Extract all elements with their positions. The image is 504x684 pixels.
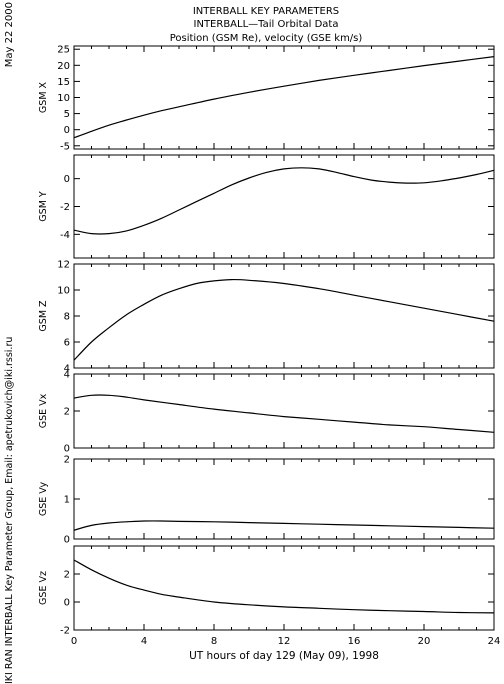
y-tick-label: 4 bbox=[64, 370, 70, 381]
panel-4: 0 1 2 GSE Vy bbox=[38, 455, 495, 546]
panel-frame bbox=[73, 373, 495, 449]
y-tick-label: 25 bbox=[57, 45, 70, 56]
title-line-2: INTERBALL—Tail Orbital Data bbox=[194, 19, 339, 30]
x-tick-label: 20 bbox=[418, 636, 431, 647]
y-axis-label: GSE Vy bbox=[38, 481, 49, 516]
y-tick-label: 12 bbox=[57, 260, 70, 271]
series-line-gse-vz bbox=[73, 559, 495, 614]
y-tick-label: 10 bbox=[57, 93, 70, 104]
y-tick-label: 10 bbox=[57, 286, 70, 297]
y-tick-label: 0 bbox=[64, 598, 70, 609]
series-line-gse-vy bbox=[73, 520, 495, 531]
x-axis-label: UT hours of day 129 (May 09), 1998 bbox=[189, 650, 379, 662]
panel-3: 0 2 4 GSE Vx bbox=[38, 370, 495, 455]
y-tick-label: 5 bbox=[64, 109, 70, 120]
date-label: May 22 2000 bbox=[4, 2, 15, 67]
title-line-1: INTERBALL KEY PARAMETERS bbox=[193, 6, 339, 17]
credit-label: IKI RAN INTERBALL Key Parameter Group, E… bbox=[4, 337, 15, 684]
title-line-3: Position (GSM Re), velocity (GSE km/s) bbox=[170, 33, 363, 44]
panel-frame bbox=[73, 263, 495, 369]
y-axis-label: GSE Vz bbox=[38, 571, 49, 605]
panel-frame bbox=[73, 45, 495, 150]
y-tick-label: 0 bbox=[64, 535, 70, 546]
x-tick-label: 4 bbox=[141, 636, 147, 647]
y-tick-label: 0 bbox=[64, 174, 70, 185]
y-axis-label: GSM X bbox=[38, 81, 49, 113]
series-line-gsm-z bbox=[73, 278, 495, 361]
y-tick-label: 8 bbox=[64, 312, 70, 323]
y-axis-label: GSM Y bbox=[38, 191, 49, 222]
series-line-gse-vx bbox=[73, 394, 495, 433]
y-tick-label: 0 bbox=[64, 125, 70, 136]
y-tick-label: 20 bbox=[57, 61, 70, 72]
x-tick-label: 12 bbox=[278, 636, 291, 647]
panel-5: -2 0 2 GSE Vz bbox=[38, 545, 495, 637]
y-axis-label: GSM Z bbox=[38, 300, 49, 332]
y-tick-label: 2 bbox=[64, 455, 70, 466]
panel-1: -4 -2 0 GSM Y bbox=[38, 154, 495, 259]
panel-frame bbox=[73, 154, 495, 259]
series-line-gsm-x bbox=[73, 56, 495, 139]
x-tick-label: 24 bbox=[488, 636, 501, 647]
y-tick-label: 0 bbox=[64, 444, 70, 455]
y-tick-label: -2 bbox=[60, 202, 70, 213]
x-tick-label: 16 bbox=[348, 636, 361, 647]
y-tick-label: -4 bbox=[60, 230, 70, 241]
x-tick-label: 8 bbox=[211, 636, 217, 647]
panel-0: -5 0 5 10 15 20 25 GSM X bbox=[38, 45, 495, 152]
panel-2: 4 6 8 10 12 GSM Z bbox=[38, 260, 495, 375]
y-tick-label: -2 bbox=[60, 626, 70, 637]
y-axis-label: GSE Vx bbox=[38, 393, 49, 428]
y-tick-label: -5 bbox=[60, 141, 70, 152]
y-tick-label: 6 bbox=[64, 338, 70, 349]
series-line-gsm-y bbox=[73, 167, 495, 235]
y-tick-label: 2 bbox=[64, 407, 70, 418]
y-tick-label: 1 bbox=[64, 495, 70, 506]
y-tick-label: 2 bbox=[64, 570, 70, 581]
x-tick-label: 0 bbox=[71, 636, 77, 647]
y-tick-label: 4 bbox=[64, 364, 70, 375]
y-tick-label: 15 bbox=[57, 77, 70, 88]
